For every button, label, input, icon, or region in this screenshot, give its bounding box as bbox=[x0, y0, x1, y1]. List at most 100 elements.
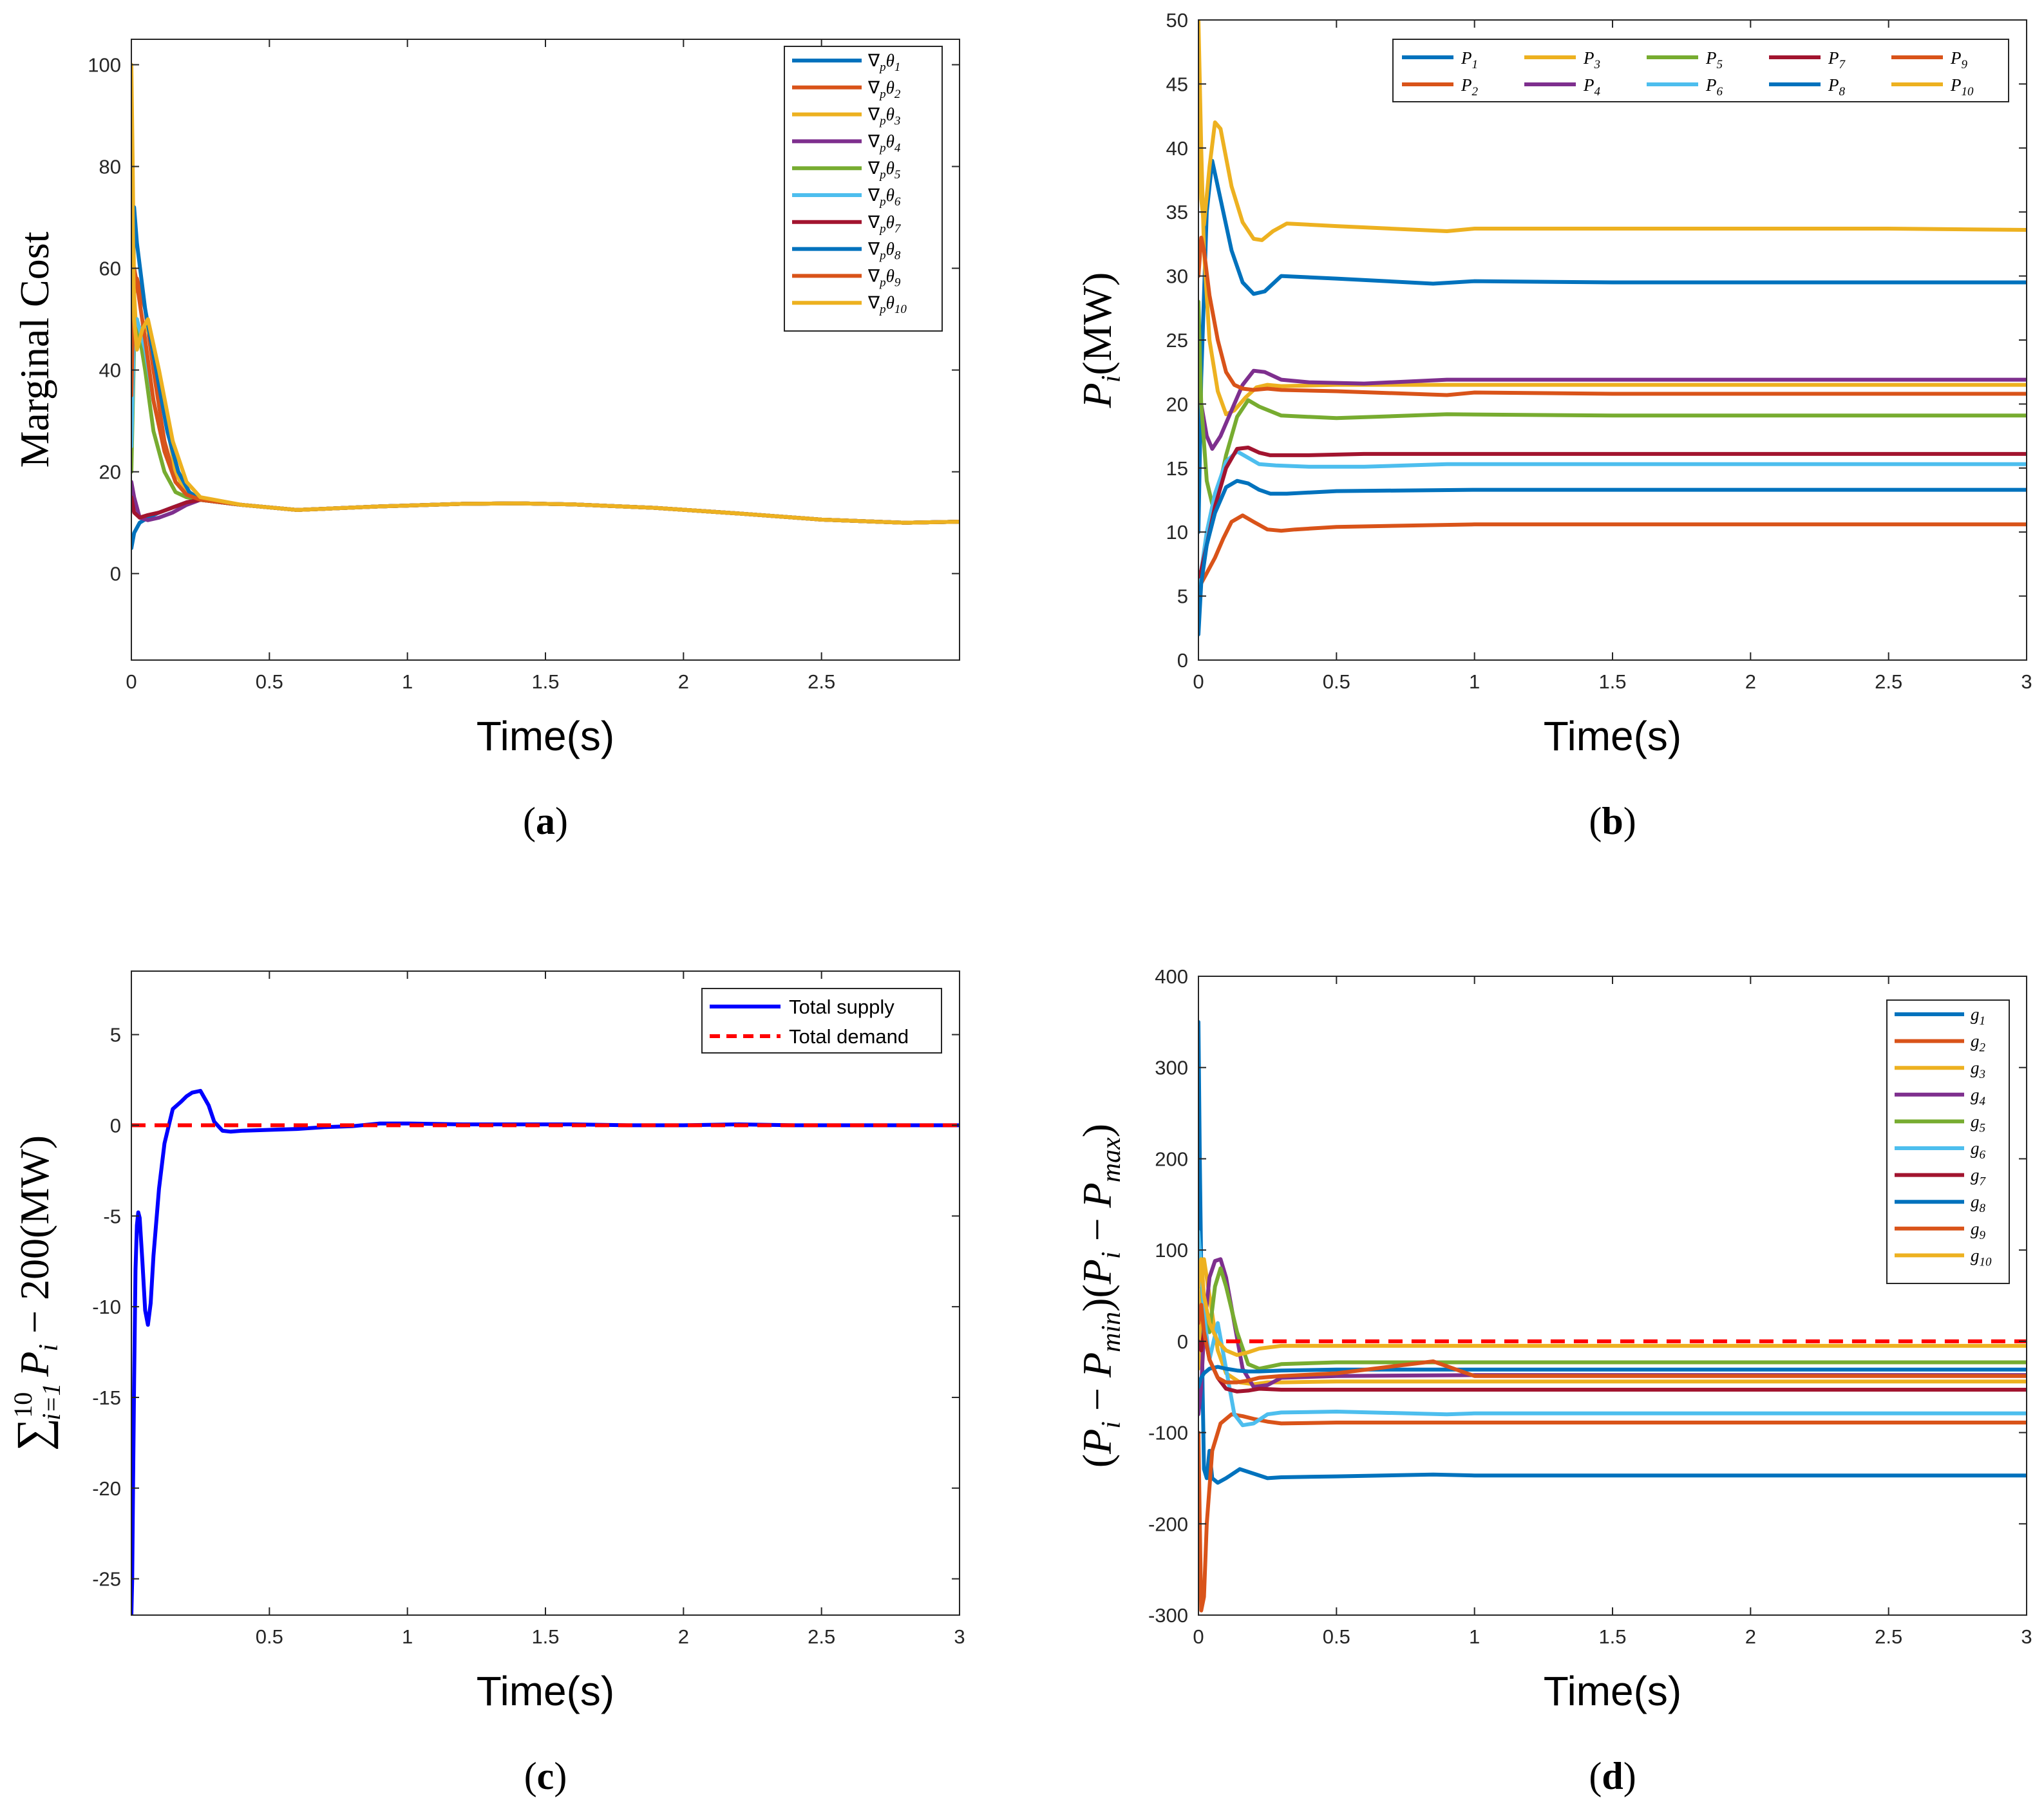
x-axis-label: Time(s) bbox=[477, 1668, 614, 1714]
panel-b: 0 0.5 1 1.5 2 2.5 305101520253035404550Time(s)… bbox=[1074, 9, 2032, 842]
legend-entry: g9 bbox=[1971, 1219, 1986, 1242]
series-group bbox=[131, 1088, 960, 1615]
panel-label: (b) bbox=[1589, 800, 1636, 842]
y-tick-label: 20 bbox=[99, 461, 121, 484]
legend-box bbox=[784, 46, 943, 332]
x-tick-label: 2.5 bbox=[1875, 670, 1902, 693]
x-tick-label: 2 bbox=[1745, 1625, 1756, 1648]
x-tick-label: 1.5 bbox=[531, 670, 559, 693]
y-axis-label: (Pi − Pmin)(Pi − Pmax) bbox=[1074, 1124, 1126, 1468]
legend-entry: P5 bbox=[1705, 48, 1723, 71]
series-group bbox=[1198, 1019, 2027, 1613]
series-line-Total supply bbox=[131, 1088, 960, 1615]
panel-a: 0 0.5 1 1.5 2 2.5 0 20 40 60 80 100 Time(s) (a) Margin… bbox=[12, 39, 960, 842]
y-tick-label: 0 bbox=[1177, 649, 1188, 672]
legend: Total supply Total demand bbox=[701, 988, 942, 1054]
y-axis-label: Marginal Cost bbox=[12, 231, 57, 468]
x-axis-label: Time(s) bbox=[1544, 713, 1681, 759]
x-tick-label: 1.5 bbox=[1598, 670, 1626, 693]
y-tick-label: 400 bbox=[1155, 965, 1188, 988]
x-tick-label: 0.5 bbox=[256, 670, 283, 693]
series-group bbox=[131, 62, 960, 551]
x-tick-label: 3 bbox=[2021, 670, 2032, 693]
y-tick-label: 5 bbox=[110, 1024, 121, 1046]
legend-entry: ∇pθ6 bbox=[867, 185, 901, 209]
y-tick-label: -300 bbox=[1148, 1604, 1188, 1627]
legend-entry: g6 bbox=[1971, 1139, 1986, 1162]
legend-entry: ∇pθ4 bbox=[867, 131, 901, 155]
y-tick-label: 30 bbox=[1166, 265, 1188, 288]
panel-label: (c) bbox=[524, 1755, 567, 1797]
x-tick-label: 3 bbox=[954, 1625, 965, 1648]
y-tick-label: 10 bbox=[1166, 521, 1188, 544]
y-tick-label: 40 bbox=[99, 359, 121, 382]
legend: ∇pθ1 ∇pθ2 ∇pθ3 ∇pθ4 ∇pθ5 ∇pθ6 ∇pθ7 ∇pθ8 ∇pθ9 ∇pθ1… bbox=[784, 46, 943, 332]
y-tick-label: 45 bbox=[1166, 73, 1188, 95]
legend-entry: g1 bbox=[1971, 1005, 1985, 1028]
x-tick-label: 1 bbox=[402, 670, 413, 693]
legend-entry: P8 bbox=[1828, 75, 1846, 99]
panel-c: 0.5 1 1.5 2 2.5 3 -25 -20 -15 -10 -5 0 5 Time(s) (c) ∑1… bbox=[7, 970, 965, 1797]
y-tick-label: 0 bbox=[1177, 1330, 1188, 1353]
y-tick-label: -25 bbox=[92, 1568, 121, 1591]
legend-entry: ∇pθ3 bbox=[867, 105, 900, 128]
y-tick-label: 5 bbox=[1177, 585, 1188, 608]
legend-entry: P9 bbox=[1950, 48, 1968, 71]
y-tick-label: 0 bbox=[110, 1114, 121, 1137]
legend-entry: Total supply bbox=[789, 996, 894, 1018]
x-tick-label: 0.5 bbox=[1323, 1625, 1350, 1648]
series-line-g2 bbox=[1198, 1412, 2027, 1613]
y-tick-label: 300 bbox=[1155, 1057, 1188, 1079]
series-line-P8 bbox=[1198, 478, 2027, 637]
legend-entry: P4 bbox=[1583, 75, 1601, 99]
legend-box bbox=[1886, 999, 2010, 1284]
legend-entry: ∇pθ10 bbox=[867, 293, 907, 316]
series-line-P5 bbox=[1198, 299, 2027, 506]
y-tick-label: -5 bbox=[103, 1205, 121, 1227]
x-tick-label: 1 bbox=[1469, 1625, 1480, 1648]
legend-entry: g2 bbox=[1971, 1032, 1986, 1055]
series-line-P9 bbox=[1198, 236, 2027, 397]
y-tick-label: 15 bbox=[1166, 457, 1188, 480]
panel-label: (d) bbox=[1589, 1755, 1636, 1797]
legend-entry: ∇pθ9 bbox=[867, 266, 901, 289]
x-tick-label: 1.5 bbox=[1598, 1625, 1626, 1648]
x-tick-label: 0 bbox=[1193, 670, 1204, 693]
series-line-g3 bbox=[1198, 1257, 2027, 1386]
legend-entry: g5 bbox=[1971, 1112, 1985, 1135]
y-tick-label: 60 bbox=[99, 258, 121, 280]
series-line-∇pθ10 bbox=[131, 88, 960, 525]
series-line-P3 bbox=[1198, 20, 2027, 417]
legend-entry: ∇pθ2 bbox=[867, 78, 901, 101]
legend-entry: g10 bbox=[1971, 1245, 1992, 1269]
legend-entry: P6 bbox=[1705, 75, 1723, 99]
series-line-g1 bbox=[1198, 1019, 2027, 1485]
x-tick-label: 2.5 bbox=[1875, 1625, 1902, 1648]
x-tick-label: 1.5 bbox=[531, 1625, 559, 1648]
x-tick-label: 1 bbox=[402, 1625, 413, 1648]
x-axis-label: Time(s) bbox=[1544, 1668, 1681, 1714]
y-tick-label: 50 bbox=[1166, 9, 1188, 32]
x-tick-label: 2 bbox=[1745, 670, 1756, 693]
y-tick-label: 100 bbox=[1155, 1239, 1188, 1262]
x-tick-label: 2 bbox=[678, 670, 689, 693]
y-tick-label: 40 bbox=[1166, 137, 1188, 160]
series-group bbox=[1198, 20, 2027, 637]
y-tick-label: 200 bbox=[1155, 1148, 1188, 1170]
x-axis-label: Time(s) bbox=[477, 713, 614, 759]
y-tick-label: -100 bbox=[1148, 1422, 1188, 1444]
legend-entry: P7 bbox=[1828, 48, 1846, 71]
legend-entry: ∇pθ5 bbox=[867, 158, 900, 182]
x-tick-label: 2 bbox=[678, 1625, 689, 1648]
series-line-g10 bbox=[1198, 1257, 2027, 1358]
y-tick-label: 35 bbox=[1166, 201, 1188, 223]
series-line-g8 bbox=[1198, 1365, 2027, 1389]
y-axis-label: Pi(MW) bbox=[1074, 272, 1126, 409]
y-tick-label: 80 bbox=[99, 156, 121, 178]
series-line-P10 bbox=[1198, 95, 2027, 242]
legend-entry: Total demand bbox=[789, 1025, 909, 1048]
legend: g1 g2 g3 g4 g5 g6 g7 g8 g9 g10 bbox=[1886, 999, 2010, 1284]
y-tick-label: -200 bbox=[1148, 1513, 1188, 1535]
y-tick-label: 0 bbox=[110, 563, 121, 585]
